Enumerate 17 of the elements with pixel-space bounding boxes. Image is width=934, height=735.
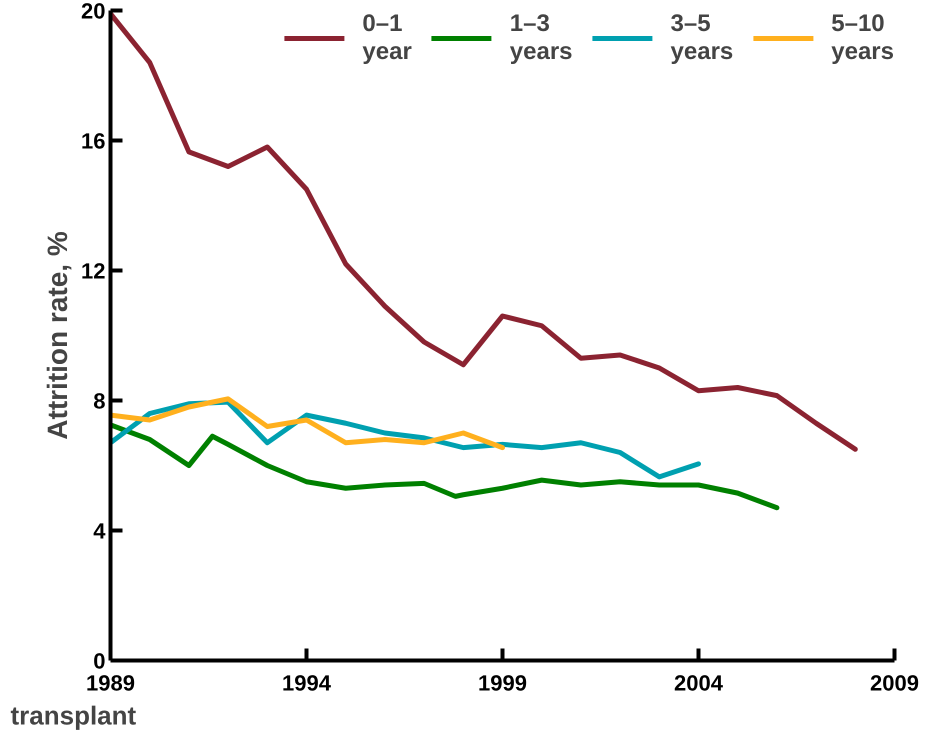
legend-label: 0–1 year — [362, 10, 412, 66]
x-axis-title: transplant — [10, 700, 137, 730]
y-tick-label: 0 — [93, 648, 106, 674]
y-tick-label: 8 — [93, 388, 106, 414]
legend-label: 1–3 years — [510, 10, 573, 66]
y-axis-title: Attrition rate, % — [42, 231, 74, 440]
x-tick-label: 1999 — [478, 670, 527, 696]
y-tick-label: 16 — [81, 128, 106, 154]
x-tick-label: 1989 — [86, 670, 135, 696]
y-tick-label: 20 — [81, 0, 106, 24]
y-tick-label: 12 — [81, 258, 106, 284]
x-tick-label: 2004 — [674, 670, 724, 696]
x-tick-label: 1994 — [282, 670, 332, 696]
legend-label: 3–5 years — [670, 10, 734, 66]
x-tick-label: 2009 — [870, 670, 919, 696]
y-tick-label: 4 — [93, 518, 106, 544]
legend-label: 5–10 years — [831, 10, 894, 66]
